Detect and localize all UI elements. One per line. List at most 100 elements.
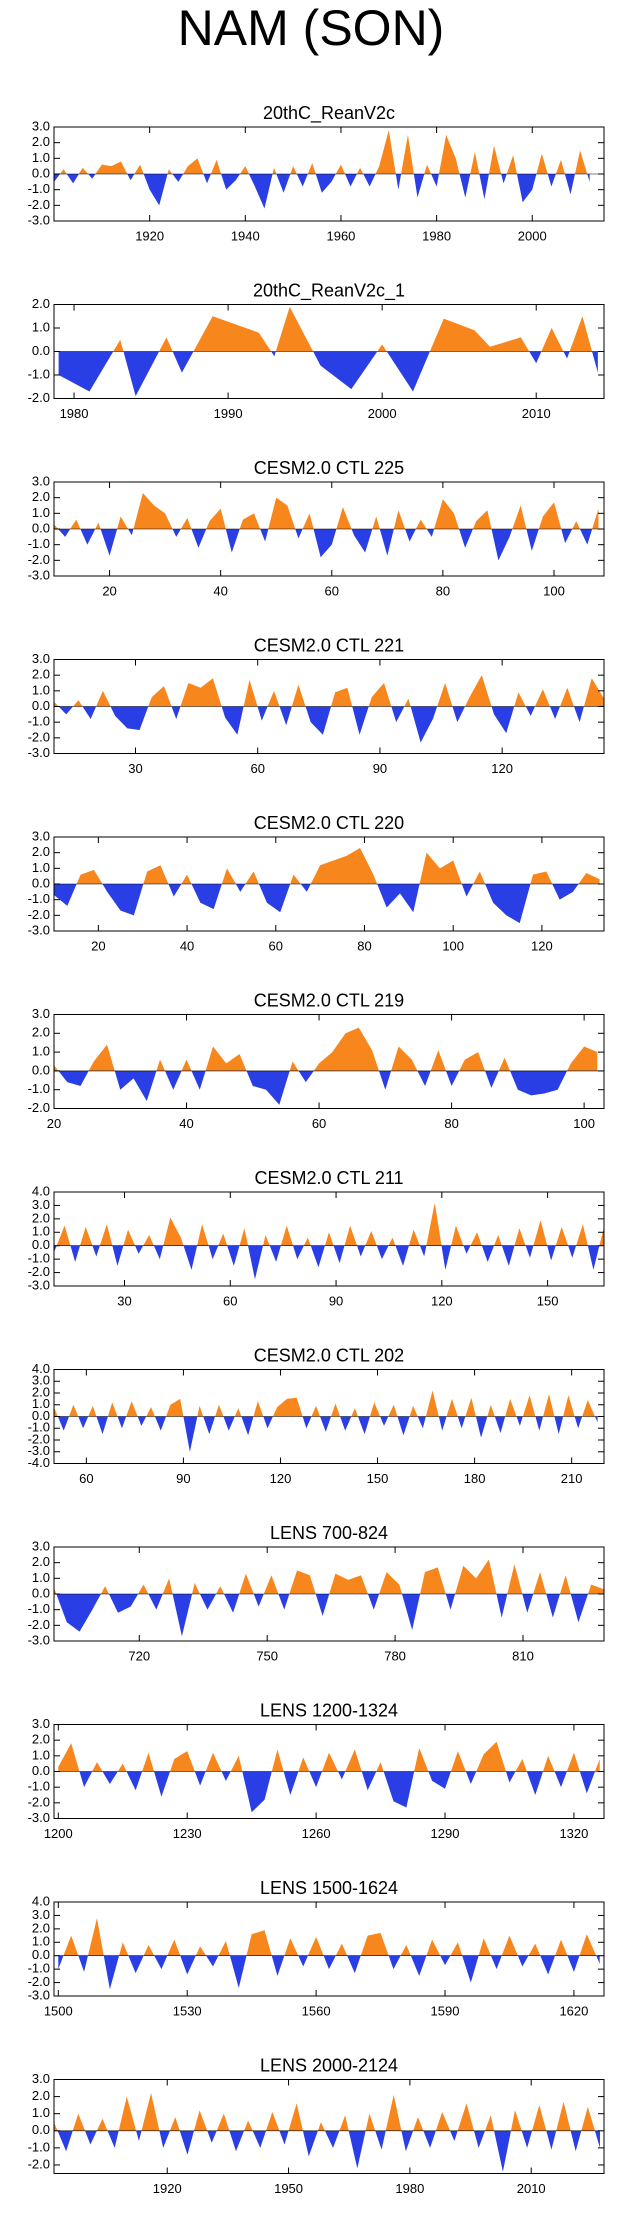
y-tick-label: 0.0: [32, 165, 50, 180]
negative-area: [57, 2130, 600, 2172]
x-tick-label: 1500: [44, 2003, 73, 2018]
y-tick-label: 3.0: [32, 1907, 50, 1922]
y-tick-label: 0.0: [32, 1062, 50, 1077]
positive-area: [54, 847, 600, 884]
y-tick-label: -1.0: [28, 714, 50, 729]
y-tick-label: 1.0: [32, 1224, 50, 1239]
panel-title: CESM2.0 CTL 219: [254, 990, 404, 1010]
panel-title: LENS 2000-2124: [260, 2055, 398, 2075]
panel-title: CESM2.0 CTL 221: [254, 635, 404, 655]
x-tick-label: 120: [431, 1293, 453, 1308]
y-tick-label: 1.0: [32, 860, 50, 875]
y-tick-label: -3.0: [28, 1632, 50, 1647]
panel-title: CESM2.0 CTL 202: [254, 1345, 404, 1365]
negative-area: [54, 1416, 598, 1452]
y-tick-label: -1.0: [28, 181, 50, 196]
x-tick-label: 100: [442, 938, 464, 953]
y-tick-label: 0.0: [32, 520, 50, 535]
x-tick-label: 150: [537, 1293, 559, 1308]
y-tick-label: 0.0: [32, 343, 50, 358]
panel-title: 20thC_ReanV2c: [263, 103, 395, 124]
y-tick-label: 0.0: [32, 1763, 50, 1778]
y-tick-label: -3.0: [28, 922, 50, 937]
y-tick-label: 1.0: [32, 1934, 50, 1949]
x-tick-label: 1290: [431, 1826, 460, 1841]
x-tick-label: 1920: [153, 2181, 182, 2196]
y-tick-label: 1.0: [32, 505, 50, 520]
plot-frame: [53, 1901, 605, 1997]
x-tick-label: 90: [176, 1471, 190, 1486]
x-tick-label: 100: [573, 1116, 595, 1131]
y-tick-label: 2.0: [32, 1025, 50, 1040]
y-tick-label: -3.0: [28, 567, 50, 582]
x-tick-label: 1320: [559, 1826, 588, 1841]
x-tick-label: 100: [543, 583, 565, 598]
x-tick-label: 90: [329, 1293, 343, 1308]
y-tick-label: 3.0: [32, 651, 50, 666]
y-tick-label: 2.0: [32, 1920, 50, 1935]
panel-title: CESM2.0 CTL 211: [254, 1168, 403, 1188]
y-tick-label: 0.0: [32, 2122, 50, 2137]
x-tick-label: 120: [270, 1471, 292, 1486]
x-tick-label: 120: [491, 761, 513, 776]
y-tick-label: 0.0: [32, 1585, 50, 1600]
x-tick-label: 1260: [302, 1826, 331, 1841]
x-tick-label: 120: [531, 938, 553, 953]
negative-area: [58, 351, 598, 397]
x-tick-label: 1230: [173, 1826, 202, 1841]
plot-frame: [53, 1191, 605, 1287]
y-tick-label: -1.0: [28, 536, 50, 551]
y-tick-label: -2.0: [28, 1100, 50, 1115]
y-tick-label: -1.0: [28, 1601, 50, 1616]
positive-area: [58, 306, 598, 352]
y-tick-label: -1.0: [28, 1081, 50, 1096]
x-tick-label: 180: [464, 1471, 486, 1486]
y-tick-label: 2.0: [32, 1554, 50, 1569]
panel-title: LENS 700-824: [270, 1523, 388, 1543]
y-tick-label: -2.0: [28, 2156, 50, 2171]
y-tick-label: 3.0: [32, 828, 50, 843]
x-tick-label: 30: [128, 761, 142, 776]
x-tick-label: 1530: [173, 2003, 202, 2018]
y-tick-label: 1.0: [32, 2105, 50, 2120]
y-tick-label: 0.0: [32, 875, 50, 890]
x-tick-label: 60: [312, 1116, 326, 1131]
y-tick-label: 0.0: [32, 698, 50, 713]
y-tick-label: -1.0: [28, 1779, 50, 1794]
y-tick-label: -1.0: [28, 2139, 50, 2154]
x-tick-label: 2010: [522, 406, 551, 421]
negative-area: [54, 1245, 600, 1280]
plot-frame: [53, 1014, 605, 1109]
y-tick-label: 3.0: [32, 1373, 50, 1388]
positive-area: [54, 1202, 604, 1246]
y-tick-label: 3.0: [32, 1197, 50, 1212]
y-tick-label: -2.0: [28, 1794, 50, 1809]
x-tick-label: 1960: [326, 228, 355, 243]
figure-title: NAM (SON): [178, 0, 445, 56]
x-tick-label: 1980: [60, 406, 89, 421]
y-tick-label: 2.0: [32, 1210, 50, 1225]
x-tick-label: 60: [79, 1471, 93, 1486]
y-tick-label: -2.0: [28, 907, 50, 922]
x-tick-label: 60: [325, 583, 339, 598]
x-tick-label: 1590: [431, 2003, 460, 2018]
y-tick-label: -1.0: [28, 1961, 50, 1976]
x-tick-label: 2010: [517, 2181, 546, 2196]
y-tick-label: 4.0: [32, 1183, 50, 1198]
y-tick-label: -1.0: [28, 1251, 50, 1266]
x-tick-label: 2000: [368, 406, 397, 421]
y-tick-label: 3.0: [32, 473, 50, 488]
y-tick-label: 0.0: [32, 1947, 50, 1962]
y-tick-label: -4.0: [28, 1455, 50, 1470]
x-tick-label: 1940: [231, 228, 260, 243]
y-tick-label: 1.0: [32, 150, 50, 165]
y-tick-label: 2.0: [32, 489, 50, 504]
negative-area: [54, 1594, 604, 1637]
y-tick-label: 4.0: [32, 1893, 50, 1908]
x-tick-label: 150: [367, 1471, 389, 1486]
y-tick-label: 1.0: [32, 1396, 50, 1411]
x-tick-label: 1920: [135, 228, 164, 243]
y-tick-label: 0.0: [32, 1237, 50, 1252]
panel-title: 20thC_ReanV2c_1: [253, 280, 405, 301]
